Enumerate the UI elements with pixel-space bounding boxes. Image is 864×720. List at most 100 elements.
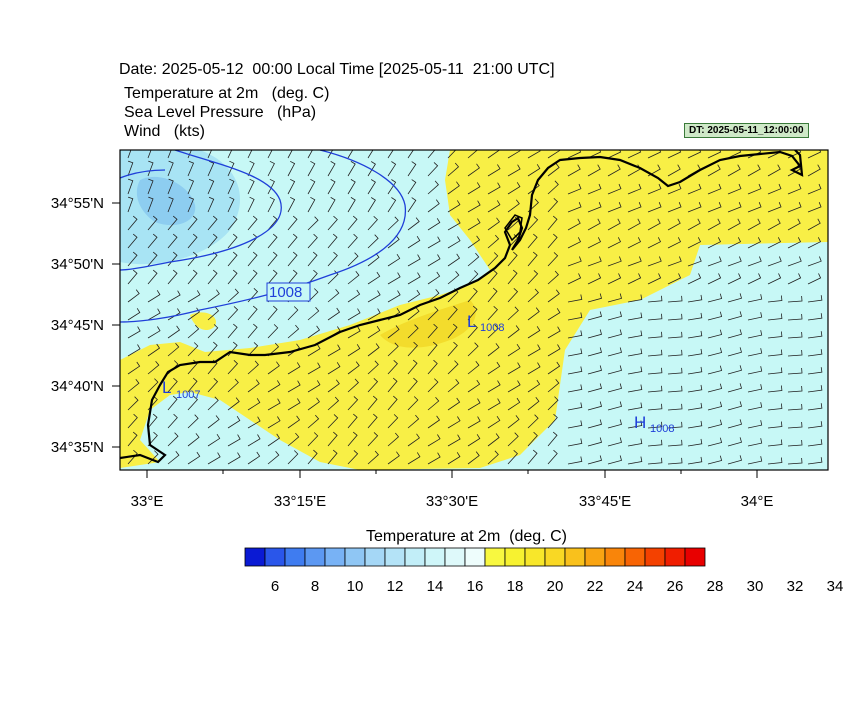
wind-barb <box>707 347 723 357</box>
wind-barb <box>367 253 380 267</box>
isobar-label-box <box>266 282 311 302</box>
wind-barb <box>587 183 602 195</box>
wind-barb <box>367 150 374 159</box>
wind-barb <box>787 218 801 231</box>
wind-barb <box>727 311 742 321</box>
wind-barb <box>347 450 359 465</box>
wind-barb <box>207 378 219 393</box>
wind-barb <box>807 457 823 465</box>
wind-barb <box>367 413 378 429</box>
wind-barb <box>347 271 360 285</box>
wind-barb <box>667 237 682 249</box>
wind-barb <box>187 414 199 429</box>
wind-barb <box>227 150 233 159</box>
wind-barb <box>387 235 400 249</box>
wind-barb <box>227 452 241 465</box>
wind-barb <box>647 421 663 429</box>
wind-barb <box>727 164 741 177</box>
low-pressure-value: 1008 <box>480 322 504 334</box>
colorbar-swatch <box>264 547 286 567</box>
wind-barb <box>367 234 379 249</box>
wind-barb <box>247 305 258 321</box>
wind-barb <box>267 416 281 429</box>
wind-barb <box>487 415 501 429</box>
colorbar-label: 28 <box>707 578 724 595</box>
wind-barb <box>567 164 581 177</box>
wind-barb <box>387 179 397 195</box>
wind-barb <box>607 256 622 267</box>
wind-barb <box>607 437 622 447</box>
map-plot-area <box>120 150 828 470</box>
wind-barb <box>507 362 521 375</box>
wind-barb <box>127 233 138 249</box>
wind-barb <box>647 439 663 447</box>
wind-barb <box>567 456 583 465</box>
wind-barb <box>127 196 134 213</box>
wind-barb <box>147 233 158 249</box>
wind-barb <box>367 161 376 177</box>
wind-barb <box>747 256 762 267</box>
wind-barb <box>147 150 152 159</box>
wind-barb <box>627 456 643 465</box>
wind-barb <box>447 416 461 429</box>
wind-barb <box>447 379 460 393</box>
wind-barb <box>567 384 583 393</box>
wind-barb <box>247 269 258 285</box>
wind-barb <box>367 343 380 357</box>
wind-barb <box>247 150 253 159</box>
wind-barb <box>327 233 338 249</box>
wind-barb <box>527 233 538 249</box>
wind-barb <box>707 401 723 411</box>
wind-barb <box>687 183 702 195</box>
wind-barb <box>287 432 300 447</box>
wind-barb <box>607 293 622 303</box>
wind-barb <box>427 254 441 267</box>
wind-barb <box>627 218 641 231</box>
wind-barb <box>247 342 259 357</box>
wind-barb <box>607 273 622 285</box>
wind-barb <box>407 452 421 465</box>
wind-barb <box>587 365 602 375</box>
wind-barb <box>407 272 421 285</box>
wind-barb <box>267 196 275 213</box>
wind-barb <box>307 216 319 231</box>
wind-barb <box>187 215 198 231</box>
wind-barb <box>647 313 663 321</box>
wind-barb <box>787 439 803 447</box>
wind-barb <box>307 178 316 195</box>
wind-barb <box>587 273 602 285</box>
wind-barb <box>467 218 481 231</box>
wind-barb <box>707 273 722 285</box>
wind-barb <box>627 438 643 447</box>
wind-barb <box>207 215 218 231</box>
wind-barb <box>587 256 602 267</box>
wind-barb <box>407 359 418 375</box>
wind-barb <box>767 273 782 285</box>
colorbar-label: 18 <box>507 578 524 595</box>
wind-barb <box>367 432 379 447</box>
colorbar-swatch <box>644 547 666 567</box>
wind-barb <box>427 434 441 447</box>
wind-barb <box>627 294 643 303</box>
wind-barb <box>547 180 559 195</box>
wind-barb <box>387 451 400 465</box>
wind-barb <box>167 160 174 177</box>
wind-barb <box>587 329 602 339</box>
wind-barb <box>187 342 199 357</box>
wind-barb <box>387 360 398 375</box>
wind-barb <box>567 438 583 447</box>
wind-barb <box>347 197 356 213</box>
wind-barb <box>287 380 301 393</box>
wind-barb <box>647 183 662 195</box>
wind-barb <box>267 380 281 393</box>
wind-barb <box>767 403 783 411</box>
wind-barb <box>727 347 742 357</box>
wind-barb <box>467 163 480 177</box>
wind-barb <box>327 197 336 213</box>
wind-barb <box>207 433 221 447</box>
isobar-line <box>120 169 166 179</box>
colorbar-swatch <box>404 547 426 567</box>
wind-barb <box>567 420 583 429</box>
colorbar-swatch <box>624 547 646 567</box>
dt-badge: DT: 2025-05-11_12:00:00 <box>684 123 809 138</box>
